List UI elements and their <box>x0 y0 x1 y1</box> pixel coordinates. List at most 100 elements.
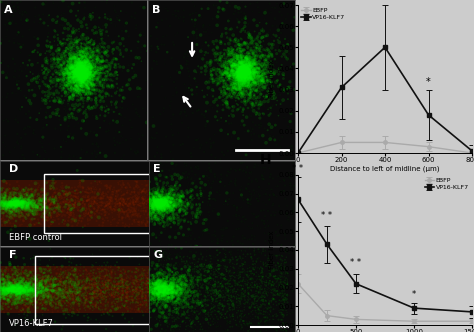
Point <box>201 171 208 176</box>
Point <box>265 26 273 31</box>
Point <box>375 148 383 153</box>
Point <box>440 39 448 44</box>
Point <box>281 45 288 51</box>
Point <box>133 58 141 64</box>
Point <box>318 4 325 9</box>
Point <box>296 66 304 71</box>
Point <box>317 19 324 24</box>
Point <box>131 0 138 1</box>
Point <box>434 119 442 124</box>
Point <box>216 76 223 81</box>
Point <box>311 153 319 159</box>
Point <box>408 24 415 29</box>
Point <box>288 30 296 35</box>
Point <box>323 111 331 117</box>
Point <box>230 129 237 134</box>
Point <box>369 65 376 70</box>
Point <box>415 15 423 20</box>
Point <box>360 45 367 50</box>
Point <box>191 17 198 22</box>
Point <box>178 64 186 69</box>
Point <box>241 0 248 1</box>
Point <box>342 55 350 61</box>
Point <box>408 25 416 30</box>
Point <box>9 113 17 119</box>
Point <box>144 6 152 12</box>
Point <box>282 103 290 109</box>
Point <box>438 23 446 28</box>
Point <box>271 81 278 86</box>
Point <box>357 220 365 225</box>
Point <box>371 4 379 10</box>
Point <box>180 109 187 115</box>
Point <box>81 79 89 85</box>
Point <box>396 16 404 22</box>
Point <box>406 119 414 124</box>
Point <box>382 0 389 5</box>
Point <box>402 77 410 82</box>
Point <box>314 60 322 65</box>
Point <box>274 14 282 19</box>
Point <box>104 60 111 65</box>
Text: H: H <box>260 153 271 168</box>
Point <box>460 1 468 6</box>
Point <box>163 11 170 17</box>
Point <box>336 58 344 63</box>
Point <box>355 0 363 1</box>
Point <box>362 176 369 181</box>
Point <box>436 41 443 46</box>
Point <box>6 318 14 323</box>
Point <box>450 190 457 195</box>
Point <box>372 161 379 166</box>
Point <box>200 35 207 40</box>
Point <box>372 43 380 48</box>
Point <box>367 49 374 54</box>
Point <box>325 15 332 20</box>
Point <box>380 60 388 65</box>
Point <box>171 19 179 25</box>
Point <box>425 239 432 244</box>
Point <box>237 75 244 81</box>
Point <box>234 0 241 3</box>
Point <box>408 96 415 101</box>
Point <box>379 183 387 189</box>
Point <box>258 98 266 104</box>
Point <box>414 94 421 100</box>
Point <box>325 0 332 5</box>
Point <box>279 26 286 31</box>
Point <box>421 0 429 1</box>
Point <box>359 56 366 61</box>
Point <box>352 0 360 5</box>
Point <box>368 60 376 65</box>
Point <box>82 7 90 12</box>
Point <box>151 174 158 179</box>
Text: *: * <box>412 290 416 299</box>
Point <box>397 105 404 111</box>
Point <box>367 74 374 79</box>
Point <box>447 4 454 9</box>
Point <box>119 71 127 77</box>
Point <box>465 78 473 83</box>
Point <box>175 53 183 58</box>
Point <box>337 94 345 99</box>
Point <box>384 26 392 32</box>
Point <box>312 158 320 163</box>
Point <box>159 7 166 12</box>
Point <box>407 0 414 6</box>
Point <box>361 93 369 99</box>
Point <box>150 44 158 50</box>
Point <box>313 0 320 2</box>
Point <box>295 17 303 23</box>
Point <box>235 8 243 13</box>
Point <box>291 64 299 69</box>
Point <box>431 236 438 241</box>
Point <box>355 110 363 115</box>
Point <box>392 137 399 142</box>
Point <box>99 34 106 40</box>
Point <box>255 73 262 78</box>
Point <box>342 6 350 11</box>
Point <box>251 217 259 222</box>
Point <box>423 12 431 18</box>
Point <box>450 25 457 30</box>
Point <box>340 36 347 41</box>
